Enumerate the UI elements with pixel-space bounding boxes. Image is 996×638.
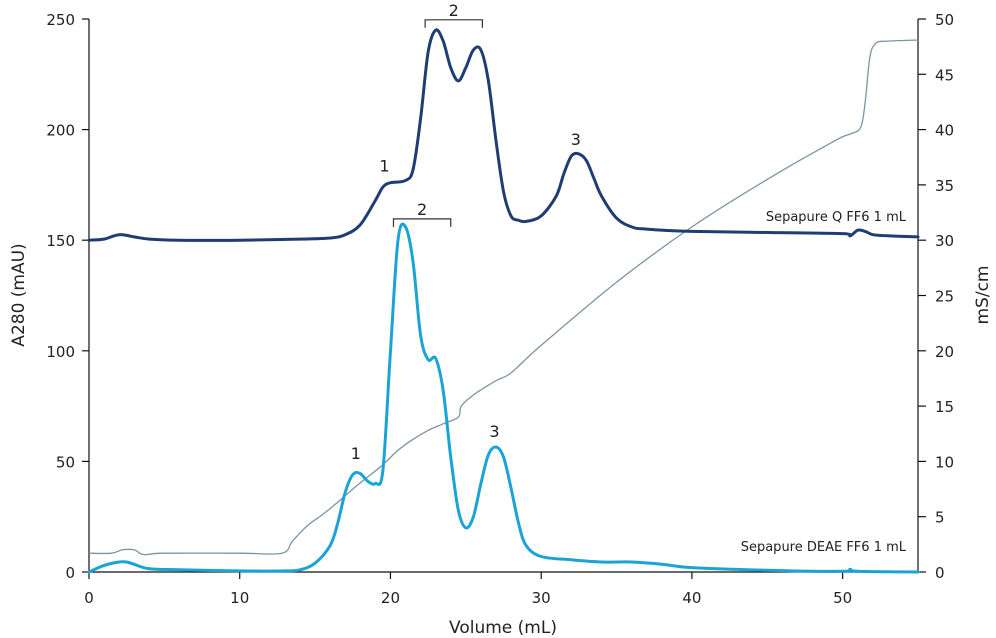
left-tick-label: 200 xyxy=(46,122,75,140)
peak-label: 2 xyxy=(449,1,459,20)
right-tick-label: 15 xyxy=(935,398,954,416)
x-tick-label: 10 xyxy=(230,589,249,607)
peak-label: 1 xyxy=(379,157,389,176)
deae-ff6-series-label: Sepapure DEAE FF6 1 mL xyxy=(741,540,907,555)
peak-bracket xyxy=(424,19,483,28)
x-axis: 0 10 20 30 40 50 xyxy=(84,571,918,607)
x-tick-label: 20 xyxy=(381,589,400,607)
right-tick-label: 20 xyxy=(935,343,954,361)
x-tick-label: 0 xyxy=(84,589,94,607)
right-y-axis-title: mS/cm xyxy=(973,266,993,325)
right-tick-label: 30 xyxy=(935,232,954,250)
left-tick-label: 50 xyxy=(56,453,75,471)
deae-ff6-trace xyxy=(87,222,920,574)
right-tick-label: 5 xyxy=(935,509,945,527)
peak-label: 2 xyxy=(417,200,427,219)
peak-annotations: 1 2 3 1 2 3 xyxy=(351,1,581,463)
right-tick-label: 50 xyxy=(935,11,954,29)
left-tick-label: 0 xyxy=(65,564,75,582)
peak-label: 3 xyxy=(489,422,499,441)
right-tick-label: 40 xyxy=(935,122,954,140)
right-y-axis: 0 5 10 15 20 25 30 35 40 45 50 xyxy=(917,11,954,582)
left-tick-label: 100 xyxy=(46,343,75,361)
peak-bracket xyxy=(392,218,452,227)
right-tick-label: 0 xyxy=(935,564,945,582)
q-ff6-series-label: Sepapure Q FF6 1 mL xyxy=(766,210,907,225)
right-tick-label: 10 xyxy=(935,453,954,471)
left-tick-label: 250 xyxy=(46,11,75,29)
left-y-axis-title: A280 (mAU) xyxy=(9,243,29,346)
right-tick-label: 45 xyxy=(935,66,954,84)
x-axis-title: Volume (mL) xyxy=(449,618,557,638)
x-tick-label: 50 xyxy=(833,589,852,607)
conductivity-line xyxy=(88,39,919,556)
left-tick-label: 150 xyxy=(46,232,75,250)
left-y-axis: 0 50 100 150 200 250 xyxy=(46,11,90,582)
series-lines xyxy=(87,28,920,574)
peak-label: 3 xyxy=(571,130,581,149)
q-ff6-trace xyxy=(87,28,920,242)
right-tick-label: 35 xyxy=(935,177,954,195)
x-tick-label: 30 xyxy=(532,589,551,607)
x-tick-label: 40 xyxy=(682,589,701,607)
right-tick-label: 25 xyxy=(935,288,954,306)
peak-label: 1 xyxy=(351,444,361,463)
